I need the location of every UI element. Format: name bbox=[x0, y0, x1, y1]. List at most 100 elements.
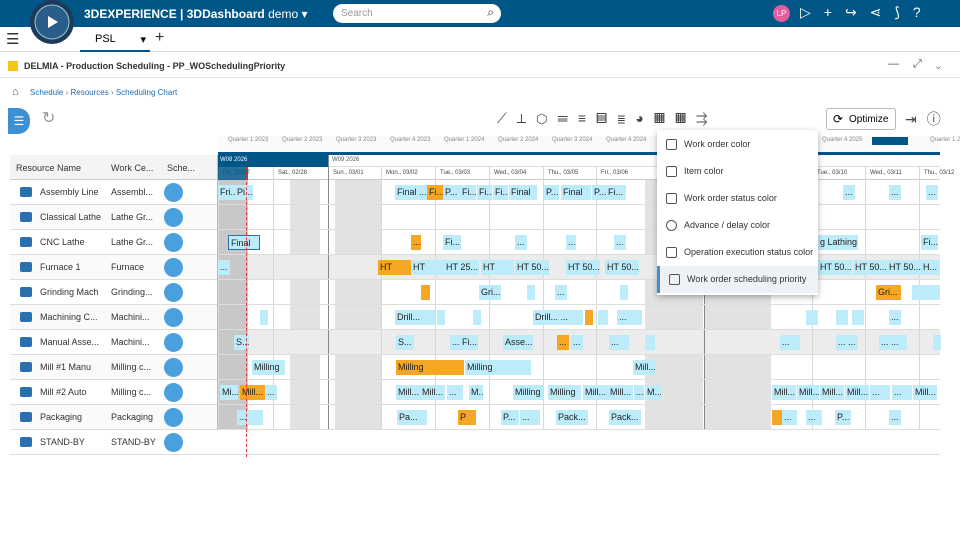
gantt-bar[interactable] bbox=[772, 410, 782, 425]
optimize-button[interactable]: ⟳ Optimize bbox=[826, 108, 896, 130]
gantt-bar[interactable]: Mill... bbox=[913, 385, 937, 400]
gantt-bar[interactable]: ... bbox=[889, 310, 901, 325]
gantt-bar[interactable]: M... bbox=[645, 385, 661, 400]
menu-icon[interactable]: ☰ bbox=[6, 31, 20, 48]
right-icons[interactable]: ⇥ⓘ bbox=[905, 111, 951, 127]
gantt-bar[interactable]: Fi... bbox=[606, 185, 626, 200]
schedule-icon[interactable] bbox=[164, 408, 183, 427]
gantt-bar[interactable]: Mill... bbox=[772, 385, 796, 400]
gantt-bar[interactable]: HT 50... bbox=[566, 260, 600, 275]
schedule-icon[interactable] bbox=[164, 333, 183, 352]
compass[interactable] bbox=[28, 0, 76, 46]
menu-item[interactable]: Work order status color bbox=[657, 185, 818, 212]
gantt-bar[interactable] bbox=[912, 285, 940, 300]
gantt-bar[interactable]: HT 50... bbox=[605, 260, 639, 275]
gantt-bar[interactable]: Mill... bbox=[820, 385, 844, 400]
gantt-bar[interactable]: ... bbox=[892, 385, 912, 400]
gantt-bar[interactable]: ... bbox=[889, 410, 901, 425]
gantt-bar[interactable]: Mill... bbox=[608, 385, 633, 400]
gantt-bar[interactable]: Pack... bbox=[556, 410, 588, 425]
schedule-icon[interactable] bbox=[164, 358, 183, 377]
gantt-bar[interactable]: ... ... bbox=[879, 335, 907, 350]
gantt-bar[interactable]: Fri... bbox=[218, 185, 235, 200]
gantt-bar[interactable] bbox=[806, 310, 818, 325]
gantt-bar[interactable]: S... bbox=[396, 335, 414, 350]
gantt-bar[interactable] bbox=[620, 285, 628, 300]
crumb[interactable]: Schedule bbox=[30, 88, 64, 97]
gantt-bar[interactable]: Drill... ... bbox=[533, 310, 583, 325]
gantt-bar[interactable]: Pack... bbox=[609, 410, 641, 425]
gantt-bar[interactable]: ... Fi... bbox=[450, 335, 478, 350]
gantt-bar[interactable]: ... bbox=[237, 410, 263, 425]
gantt-bar[interactable]: Milling bbox=[513, 385, 543, 400]
gantt-bar[interactable]: HT 50... bbox=[411, 260, 444, 275]
add-tab[interactable]: + bbox=[155, 29, 165, 46]
gantt-bar[interactable]: ... bbox=[609, 335, 629, 350]
gantt-bar[interactable]: Pi... bbox=[235, 185, 253, 200]
gantt-bar[interactable] bbox=[527, 285, 535, 300]
gantt-bar[interactable]: Mill... bbox=[240, 385, 265, 400]
gantt-bar[interactable]: HT 50... bbox=[515, 260, 549, 275]
gantt-bar[interactable] bbox=[852, 310, 864, 325]
gantt-bar[interactable] bbox=[585, 310, 593, 325]
gantt-bar[interactable]: Fi... bbox=[921, 235, 938, 250]
gantt-bar[interactable]: Mi... bbox=[220, 385, 238, 400]
gantt-bar[interactable]: ... bbox=[926, 185, 938, 200]
gantt-bar[interactable]: P... bbox=[592, 185, 606, 200]
gantt-bar[interactable]: ... Fi... bbox=[780, 335, 800, 350]
menu-item[interactable]: Work order scheduling priority bbox=[657, 266, 818, 293]
gantt-bar[interactable] bbox=[836, 310, 848, 325]
gantt-bar[interactable]: ... bbox=[566, 235, 576, 250]
gantt-bar[interactable] bbox=[421, 285, 430, 300]
gantt-bar[interactable]: P... bbox=[835, 410, 851, 425]
gantt-bar[interactable]: ... bbox=[617, 310, 642, 325]
gantt-bar[interactable]: Milling bbox=[548, 385, 581, 400]
gantt-bar[interactable]: Milling bbox=[396, 360, 464, 375]
gantt-bar[interactable] bbox=[473, 310, 481, 325]
gantt-bar[interactable]: Final ... bbox=[395, 185, 427, 200]
schedule-icon[interactable] bbox=[164, 283, 183, 302]
gantt-bar[interactable]: P... bbox=[443, 185, 460, 200]
gantt-bar[interactable]: Fi... bbox=[460, 185, 476, 200]
top-icons[interactable]: ▷+↪⋖⟆? bbox=[800, 4, 934, 20]
gantt-bar[interactable]: ... bbox=[634, 385, 644, 400]
gantt-bar[interactable] bbox=[260, 310, 268, 325]
gantt-bar[interactable]: M... bbox=[469, 385, 483, 400]
schedule-icon[interactable] bbox=[164, 233, 183, 252]
gantt-bar[interactable]: ... bbox=[571, 335, 583, 350]
menu-item[interactable]: Advance / delay color bbox=[657, 212, 818, 239]
search-box[interactable]: Search ⌕ bbox=[333, 4, 501, 23]
gantt-bar[interactable] bbox=[645, 335, 655, 350]
gantt-bar[interactable]: Mill... bbox=[420, 385, 445, 400]
gantt-bar[interactable]: S... bbox=[234, 335, 249, 350]
widget-controls[interactable]: —⤢⌄ bbox=[888, 58, 955, 70]
gantt-bar[interactable]: ... ... bbox=[836, 335, 858, 350]
menu-item[interactable]: Work order color bbox=[657, 131, 818, 158]
gantt-bar[interactable]: Final bbox=[228, 235, 260, 250]
schedule-icon[interactable] bbox=[164, 383, 183, 402]
side-toggle[interactable]: ☰ bbox=[8, 108, 30, 134]
gantt-bar[interactable]: H... bbox=[921, 260, 940, 275]
tab[interactable]: PSL ▾ bbox=[80, 27, 150, 52]
gantt-bar[interactable]: Final ... bbox=[509, 185, 537, 200]
gantt-bar[interactable]: Drill... bbox=[395, 310, 435, 325]
schedule-icon[interactable] bbox=[164, 208, 183, 227]
gantt-bar[interactable]: Milling bbox=[465, 360, 531, 375]
gantt-bar[interactable]: ... bbox=[889, 185, 901, 200]
gantt-bar[interactable]: P... bbox=[501, 410, 519, 425]
gantt-bar[interactable]: Fi... bbox=[493, 185, 508, 200]
gantt-bar[interactable]: HT 25... bbox=[444, 260, 479, 275]
refresh[interactable]: ↻ bbox=[42, 110, 56, 127]
menu-item[interactable]: Operation execution status color bbox=[657, 239, 818, 266]
schedule-icon[interactable] bbox=[164, 183, 183, 202]
gantt-bar[interactable]: Asse... bbox=[503, 335, 533, 350]
gantt-bar[interactable] bbox=[437, 310, 445, 325]
gantt-bar[interactable]: g Lathing bbox=[818, 235, 858, 250]
gantt-bar[interactable]: Fi... bbox=[443, 235, 461, 250]
gantt-bar[interactable]: Mill... bbox=[633, 360, 655, 375]
gantt-bar[interactable]: P... bbox=[544, 185, 559, 200]
gantt-bar[interactable]: ... bbox=[218, 260, 230, 275]
gantt-bar[interactable]: ... bbox=[520, 410, 540, 425]
home-icon[interactable]: ⌂ bbox=[12, 86, 19, 98]
gantt-bar[interactable]: ... bbox=[555, 285, 567, 300]
